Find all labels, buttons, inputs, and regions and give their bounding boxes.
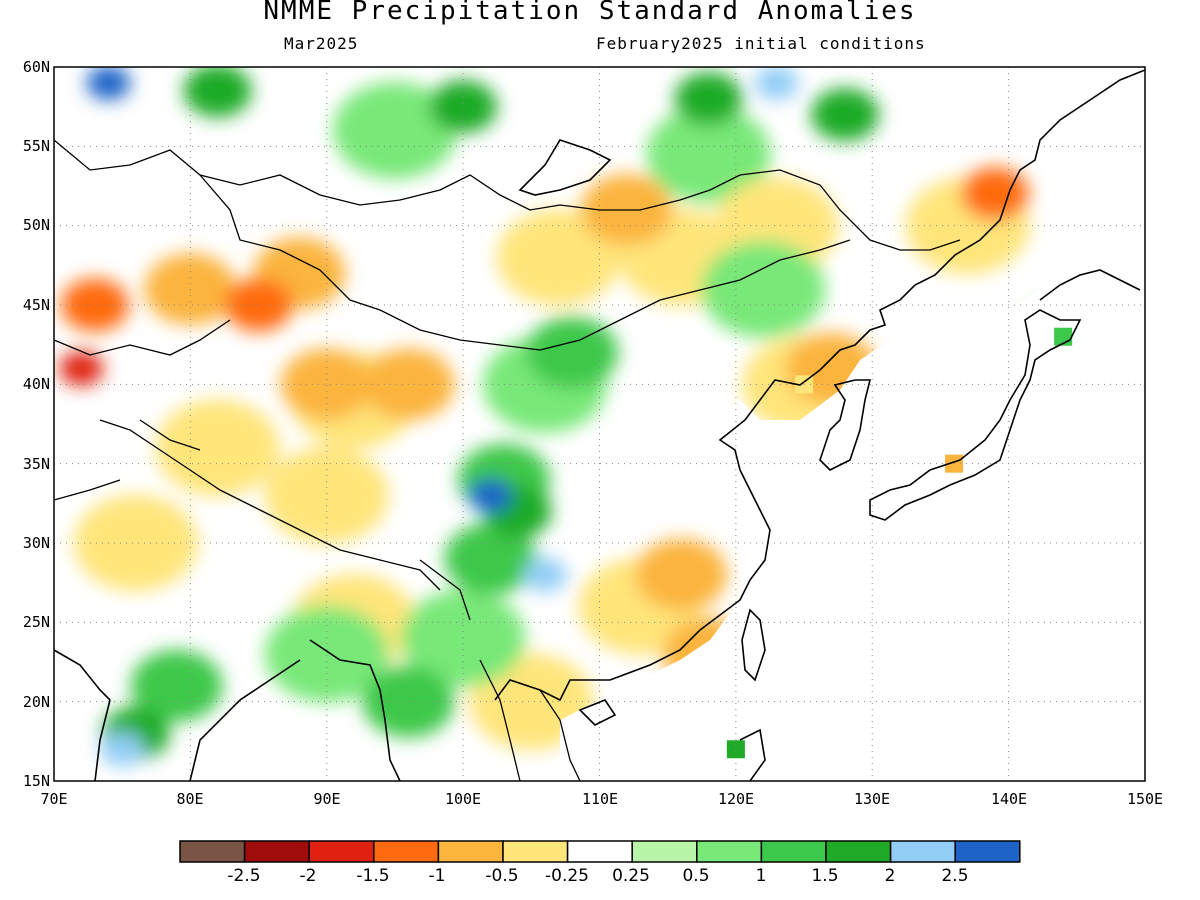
anomaly-region: [332, 82, 457, 179]
lat-tick-label: 60N: [22, 58, 50, 76]
anomaly-region: [960, 167, 1029, 221]
anomaly-region: [810, 88, 879, 142]
anomaly-region: [635, 538, 728, 611]
colorbar-label: -2: [299, 866, 317, 886]
lon-tick-label: 120E: [717, 790, 755, 808]
colorbar-label: 2: [884, 866, 896, 886]
colorbar-label: 2.5: [941, 866, 969, 886]
lon-tick-label: 70E: [40, 790, 68, 808]
colorbar-label: 0.25: [612, 866, 650, 886]
anomaly-region: [130, 649, 223, 722]
country-borders: [53, 139, 961, 782]
anomaly-cell: [726, 740, 745, 759]
anomaly-region: [183, 67, 252, 118]
colorbar-swatch: [631, 840, 698, 863]
lat-tick-label: 15N: [22, 772, 50, 790]
colorbar-swatch: [179, 840, 246, 863]
lon-tick-label: 140E: [990, 790, 1028, 808]
anomaly-region: [468, 478, 513, 513]
colorbar-label: 0.5: [682, 866, 710, 886]
anomaly-region: [646, 105, 771, 203]
lat-tick-label: 25N: [22, 613, 50, 631]
lon-tick-label: 90E: [313, 790, 341, 808]
anomaly-region: [155, 399, 280, 497]
colorbar-swatch: [502, 840, 569, 863]
anomaly-region: [100, 732, 145, 767]
colorbar-label: -2.5: [227, 866, 261, 886]
lon-tick-label: 130E: [853, 790, 891, 808]
lat-tick-label: 50N: [22, 216, 50, 234]
colorbar-swatch: [696, 840, 763, 863]
colorbar-swatch: [437, 840, 504, 863]
lat-tick-label: 45N: [22, 296, 50, 314]
anomaly-region: [674, 72, 743, 126]
colorbar-swatch: [373, 840, 440, 863]
colorbar-label: -1.5: [356, 866, 390, 886]
anomaly-region: [264, 605, 389, 703]
colorbar-swatch: [825, 840, 892, 863]
anomaly-region: [264, 447, 389, 544]
lon-tick-label: 150E: [1126, 790, 1164, 808]
forecast-month: Mar2025: [284, 34, 359, 53]
colorbar-label: -0.25: [545, 866, 589, 886]
colorbar-swatch: [566, 840, 633, 863]
anomaly-region: [701, 240, 826, 338]
anomaly-region: [754, 67, 799, 101]
anomaly-region: [429, 80, 498, 134]
anomaly-region: [522, 557, 567, 592]
colorbar-label: 1: [755, 866, 767, 886]
colorbar-label: -0.5: [485, 866, 519, 886]
anomaly-region: [496, 209, 621, 306]
colorbar-swatch: [760, 840, 827, 863]
anomaly-region: [60, 278, 129, 332]
anomaly-region: [444, 522, 537, 595]
lat-tick-label: 30N: [22, 534, 50, 552]
colorbar-label: -1: [428, 866, 446, 886]
colorbar-swatch: [243, 840, 310, 863]
lat-tick-label: 35N: [22, 455, 50, 473]
anomaly-region: [59, 351, 104, 386]
anomaly-region: [73, 494, 198, 592]
anomaly-field: [54, 67, 1145, 781]
anomaly-region: [526, 316, 619, 389]
lat-tick-label: 55N: [22, 137, 50, 155]
map-frame: [53, 66, 1146, 782]
initial-conditions: February2025 initial conditions: [596, 34, 926, 53]
lon-tick-label: 110E: [581, 790, 619, 808]
lat-tick-label: 40N: [22, 375, 50, 393]
colorbar-swatch: [889, 840, 956, 863]
lat-tick-label: 20N: [22, 693, 50, 711]
anomaly-region: [86, 67, 131, 101]
lon-tick-label: 80E: [176, 790, 204, 808]
colorbar-label: 1.5: [811, 866, 839, 886]
colorbar-swatch: [308, 840, 375, 863]
anomaly-region: [401, 589, 526, 687]
map-title: NMME Precipitation Standard Anomalies: [263, 0, 917, 26]
colorbar-swatch: [954, 840, 1021, 863]
coastlines: [53, 69, 1146, 782]
lon-tick-label: 100E: [444, 790, 482, 808]
ocean-mask: [560, 67, 1145, 781]
anomaly-region: [280, 348, 373, 421]
